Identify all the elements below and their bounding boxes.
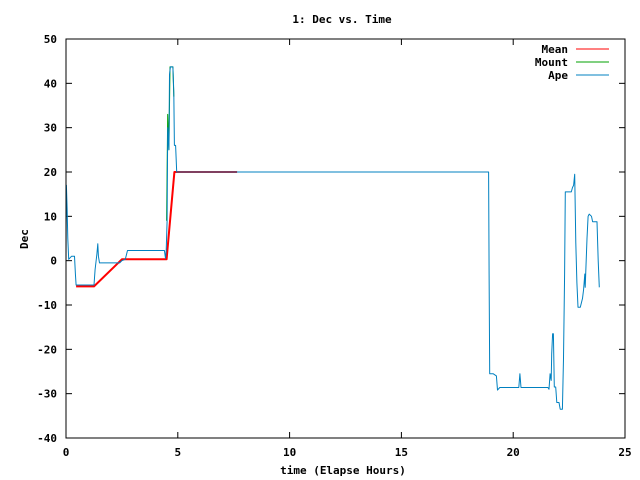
- x-tick-label: 5: [174, 446, 181, 459]
- y-axis-label: Dec: [18, 229, 31, 249]
- x-tick-label: 0: [63, 446, 70, 459]
- y-tick-label: 50: [44, 33, 57, 46]
- y-tick-label: -10: [37, 299, 57, 312]
- y-tick-label: -40: [37, 432, 57, 445]
- y-tick-label: -30: [37, 388, 57, 401]
- y-tick-label: 10: [44, 210, 57, 223]
- x-axis-label: time (Elapse Hours): [280, 464, 406, 477]
- series-line-ape: [65, 66, 600, 410]
- x-tick-label: 15: [395, 446, 408, 459]
- legend-label: Mean: [542, 43, 569, 56]
- x-tick-label: 20: [507, 446, 520, 459]
- axis-ticks: 0 5 10 15 20 25 -40 -30 -20 -10 0 10 20 30 40 50: [37, 33, 632, 459]
- legend-label: Mount: [535, 56, 568, 69]
- y-tick-label: 20: [44, 166, 57, 179]
- y-tick-label: 40: [44, 77, 57, 90]
- y-tick-label: 30: [44, 122, 57, 135]
- legend-label: Ape: [548, 69, 568, 82]
- chart-title: 1: Dec vs. Time: [292, 13, 392, 26]
- plot-frame: [65, 38, 626, 439]
- y-tick-label: 0: [50, 255, 57, 268]
- plot-series: [65, 66, 600, 410]
- series-line-mean: [76, 171, 238, 288]
- x-tick-label: 10: [283, 446, 296, 459]
- x-tick-label: 25: [618, 446, 631, 459]
- y-tick-label: -20: [37, 343, 57, 356]
